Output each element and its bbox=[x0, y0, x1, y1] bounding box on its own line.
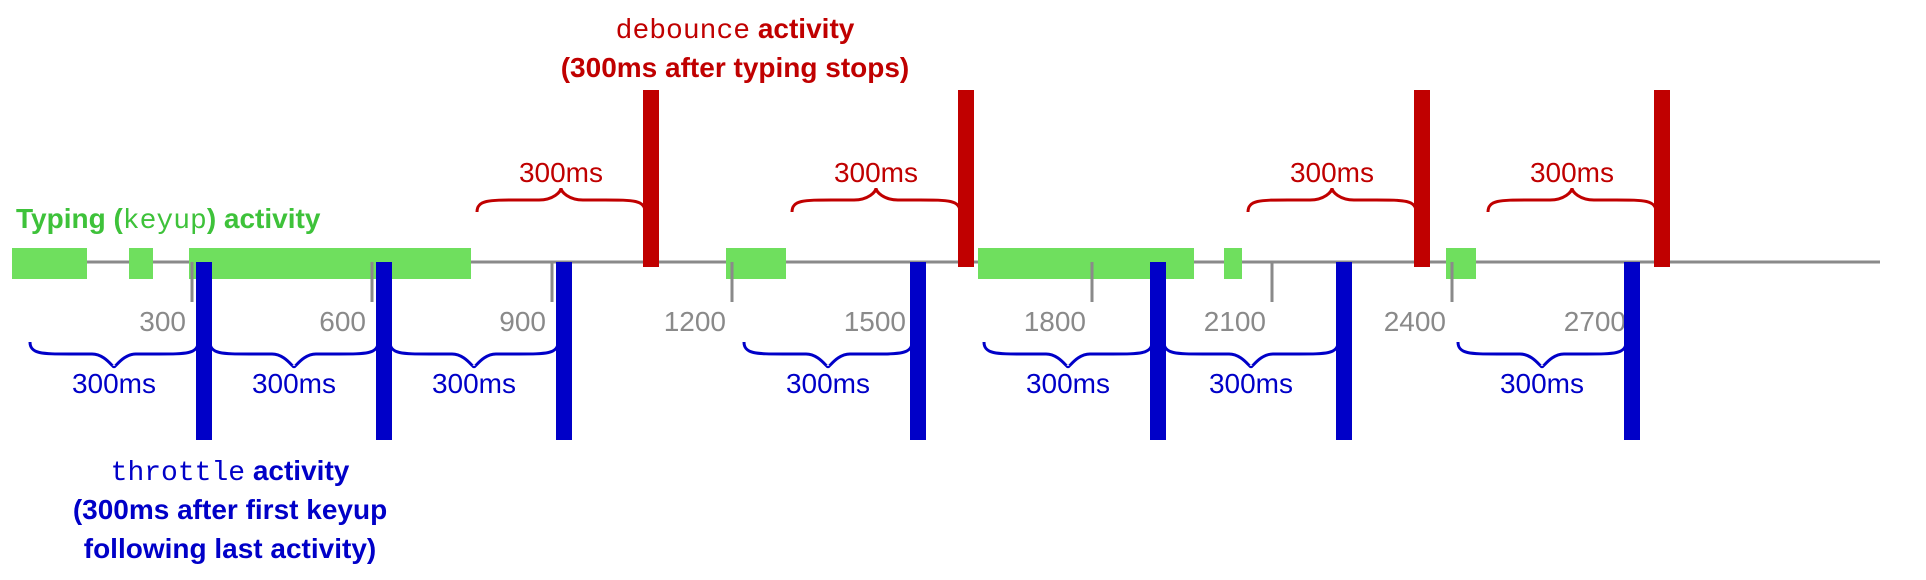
throttle-interval-label: 300ms bbox=[72, 368, 156, 399]
throttle-fires bbox=[196, 262, 1640, 440]
throttle-subtitle-line2: following last activity) bbox=[84, 533, 376, 564]
throttle-fire-bar bbox=[1624, 262, 1640, 440]
debounce-interval-label: 300ms bbox=[1290, 157, 1374, 188]
throttle-fire-bar bbox=[196, 262, 212, 440]
typing-burst bbox=[726, 248, 786, 279]
throttle-brace bbox=[742, 341, 914, 369]
debounce-title: debounce activity bbox=[616, 13, 855, 47]
tick-label: 1800 bbox=[1024, 306, 1086, 337]
debounce-fires bbox=[643, 90, 1670, 267]
debounce-subtitle: (300ms after typing stops) bbox=[561, 52, 910, 83]
debounce-brace bbox=[475, 187, 647, 213]
debounce-fire-bar bbox=[1654, 90, 1670, 267]
throttle-brace bbox=[28, 341, 200, 369]
throttle-brace bbox=[208, 341, 380, 369]
tick-label: 1500 bbox=[844, 306, 906, 337]
throttle-title: throttle activity bbox=[111, 455, 350, 489]
debounce-code: debounce bbox=[616, 16, 750, 47]
throttle-subtitle-line1: (300ms after first keyup bbox=[73, 494, 387, 525]
tick-label: 1200 bbox=[664, 306, 726, 337]
interval-braces: 300ms 300ms 300ms 300ms 300ms 300ms 300ms 300ms… bbox=[28, 157, 1658, 399]
tick-label: 2100 bbox=[1204, 306, 1266, 337]
typing-burst bbox=[12, 248, 87, 279]
throttle-interval-label: 300ms bbox=[252, 368, 336, 399]
debounce-brace bbox=[1246, 187, 1418, 213]
throttle-interval-label: 300ms bbox=[786, 368, 870, 399]
debounce-fire-bar bbox=[958, 90, 974, 267]
throttle-fire-bar bbox=[556, 262, 572, 440]
throttle-brace bbox=[1456, 341, 1628, 369]
debounce-fire-bar bbox=[1414, 90, 1430, 267]
debounce-brace bbox=[790, 187, 962, 213]
typing-burst bbox=[189, 248, 471, 279]
throttle-fire-bar bbox=[1336, 262, 1352, 440]
debounce-interval-label: 300ms bbox=[519, 157, 603, 188]
throttle-code: throttle bbox=[111, 458, 245, 489]
typing-label-code: keyup bbox=[123, 206, 207, 237]
tick-label: 2700 bbox=[1564, 306, 1626, 337]
typing-label-pre: Typing ( bbox=[16, 203, 123, 234]
debounce-fire-bar bbox=[643, 90, 659, 267]
throttle-brace bbox=[1162, 341, 1340, 369]
throttle-fire-bar bbox=[376, 262, 392, 440]
debounce-interval-label: 300ms bbox=[834, 157, 918, 188]
throttle-fire-bar bbox=[1150, 262, 1166, 440]
debounce-brace bbox=[1486, 187, 1658, 213]
throttle-brace bbox=[982, 341, 1154, 369]
throttle-title-rest: activity bbox=[245, 455, 350, 486]
tick-label: 600 bbox=[319, 306, 366, 337]
throttle-interval-label: 300ms bbox=[1500, 368, 1584, 399]
throttle-interval-label: 300ms bbox=[432, 368, 516, 399]
timeline-ticks: 300 600 900 1200 1500 1800 2100 2400 2700 bbox=[139, 262, 1634, 337]
typing-burst bbox=[129, 248, 153, 279]
typing-burst bbox=[1224, 248, 1242, 279]
tick-label: 2400 bbox=[1384, 306, 1446, 337]
throttle-interval-label: 300ms bbox=[1026, 368, 1110, 399]
debounce-title-rest: activity bbox=[750, 13, 855, 44]
tick-label: 900 bbox=[499, 306, 546, 337]
typing-label-post: ) activity bbox=[207, 203, 321, 234]
throttle-fire-bar bbox=[910, 262, 926, 440]
debounce-interval-label: 300ms bbox=[1530, 157, 1614, 188]
typing-label: Typing (keyup) activity bbox=[16, 203, 321, 237]
throttle-brace bbox=[388, 341, 560, 369]
throttle-interval-label: 300ms bbox=[1209, 368, 1293, 399]
tick-label: 300 bbox=[139, 306, 186, 337]
typing-bursts bbox=[12, 248, 1476, 279]
